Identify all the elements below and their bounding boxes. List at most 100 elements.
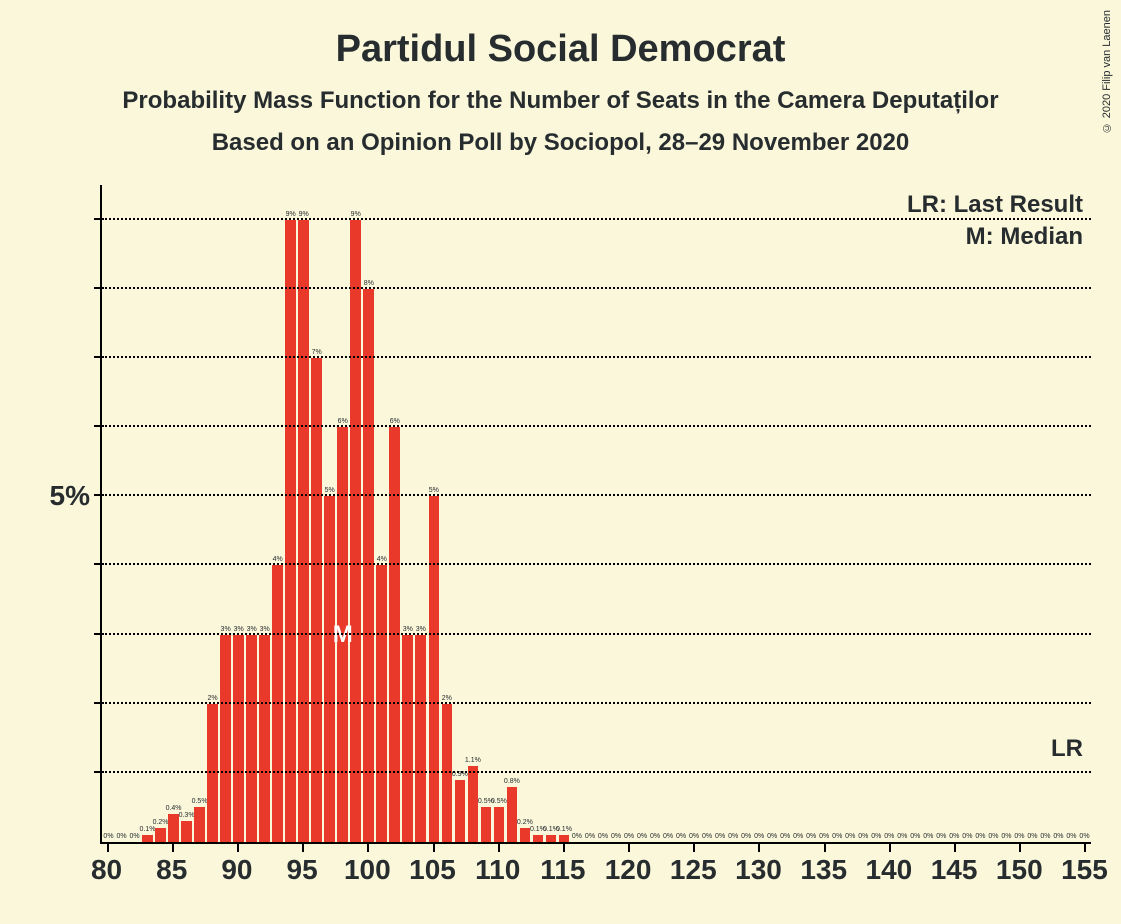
pmf-bar: 5%	[429, 496, 440, 842]
x-axis-label: 135	[800, 854, 847, 886]
bar-value-label: 0%	[806, 833, 816, 840]
bars-layer: 0%0%0%0.1%0.2%0.4%0.3%0.5%2%3%3%3%3%4%9%…	[102, 185, 1091, 842]
bar-value-label: 0.2%	[153, 819, 169, 826]
x-axis-label: 85	[156, 854, 187, 886]
x-axis-label: 95	[287, 854, 318, 886]
x-tick	[498, 844, 500, 852]
bar-value-label: 0%	[702, 833, 712, 840]
pmf-bar: 3%	[259, 635, 270, 842]
bar-value-label: 0%	[689, 833, 699, 840]
pmf-bar: 9%	[298, 220, 309, 842]
x-axis-label: 100	[344, 854, 391, 886]
y-tick	[94, 494, 102, 496]
y-tick	[94, 563, 102, 565]
y-tick	[94, 702, 102, 704]
pmf-bar: 0.2%	[520, 828, 531, 842]
bar-value-label: 3%	[247, 626, 257, 633]
gridline	[102, 563, 1091, 565]
bar-value-label: 0%	[871, 833, 881, 840]
bar-value-label: 0%	[624, 833, 634, 840]
bar-value-label: 0%	[663, 833, 673, 840]
bar-value-label: 0%	[936, 833, 946, 840]
chart-subtitle-2: Based on an Opinion Poll by Sociopol, 28…	[0, 129, 1121, 157]
x-tick	[563, 844, 565, 852]
bar-value-label: 0%	[1001, 833, 1011, 840]
bar-value-label: 0.5%	[491, 798, 507, 805]
x-tick	[433, 844, 435, 852]
x-axis-label: 150	[996, 854, 1043, 886]
x-tick	[237, 844, 239, 852]
y-tick	[94, 633, 102, 635]
bar-value-label: 4%	[377, 556, 387, 563]
pmf-bar: 0.1%	[559, 835, 570, 842]
pmf-bar: 9%	[285, 220, 296, 842]
bar-value-label: 0%	[819, 833, 829, 840]
bar-value-label: 0%	[962, 833, 972, 840]
y-tick	[94, 287, 102, 289]
bar-value-label: 0%	[767, 833, 777, 840]
bar-value-label: 0%	[1014, 833, 1024, 840]
y-tick	[94, 356, 102, 358]
bar-value-label: 0.1%	[556, 826, 572, 833]
bar-value-label: 0%	[1066, 833, 1076, 840]
x-tick	[693, 844, 695, 852]
bar-value-label: 0%	[676, 833, 686, 840]
bar-value-label: 0%	[845, 833, 855, 840]
bar-value-label: 0%	[585, 833, 595, 840]
bar-value-label: 0%	[116, 833, 126, 840]
bar-value-label: 0%	[754, 833, 764, 840]
pmf-bar: 8%	[363, 289, 374, 842]
pmf-bar: 5%	[324, 496, 335, 842]
x-tick	[824, 844, 826, 852]
pmf-bar: 3%	[220, 635, 231, 842]
x-axis-label: 110	[475, 854, 520, 886]
bar-value-label: 0%	[728, 833, 738, 840]
x-tick	[367, 844, 369, 852]
x-tick	[302, 844, 304, 852]
pmf-bar: 0.1%	[142, 835, 153, 842]
x-axis-label: 120	[605, 854, 652, 886]
bar-value-label: 3%	[260, 626, 270, 633]
pmf-bar: 0.5%	[481, 807, 492, 842]
bar-value-label: 0.3%	[179, 812, 195, 819]
bar-value-label: 0%	[858, 833, 868, 840]
copyright-text: © 2020 Filip van Laenen	[1101, 10, 1113, 133]
bar-value-label: 2%	[442, 695, 452, 702]
pmf-bar: 0.2%	[155, 828, 166, 842]
pmf-bar: 0.1%	[533, 835, 544, 842]
bar-value-label: 0%	[741, 833, 751, 840]
y-tick	[94, 425, 102, 427]
bar-value-label: 0%	[793, 833, 803, 840]
chart-title: Partidul Social Democrat	[0, 0, 1121, 71]
bar-value-label: 2%	[208, 695, 218, 702]
x-axis-label: 90	[221, 854, 252, 886]
bar-value-label: 0%	[897, 833, 907, 840]
bar-value-label: 5%	[429, 487, 439, 494]
pmf-bar: 4%	[376, 565, 387, 842]
pmf-bar: 2%	[207, 704, 218, 842]
gridline	[102, 633, 1091, 635]
pmf-bar: 1.1%	[468, 766, 479, 842]
bar-value-label: 9%	[299, 211, 309, 218]
bar-value-label: 6%	[338, 418, 348, 425]
x-tick	[889, 844, 891, 852]
pmf-bar: 0.5%	[494, 807, 505, 842]
y-tick	[94, 771, 102, 773]
bar-value-label: 4%	[273, 556, 283, 563]
gridline	[102, 494, 1091, 496]
pmf-bar: 7%	[311, 358, 322, 842]
pmf-bar: 0.9%	[455, 780, 466, 842]
x-axis-label: 155	[1061, 854, 1108, 886]
bar-value-label: 0%	[780, 833, 790, 840]
bar-value-label: 0.5%	[192, 798, 208, 805]
bar-value-label: 7%	[312, 349, 322, 356]
bar-value-label: 0%	[910, 833, 920, 840]
bar-value-label: 0%	[715, 833, 725, 840]
bar-value-label: 0%	[1079, 833, 1089, 840]
last-result-marker: LR	[1051, 735, 1083, 763]
bar-value-label: 5%	[325, 487, 335, 494]
bar-value-label: 1.1%	[465, 757, 481, 764]
x-tick	[758, 844, 760, 852]
x-axis: 8085909510010511011512012513013514014515…	[100, 844, 1091, 894]
bar-value-label: 0%	[598, 833, 608, 840]
